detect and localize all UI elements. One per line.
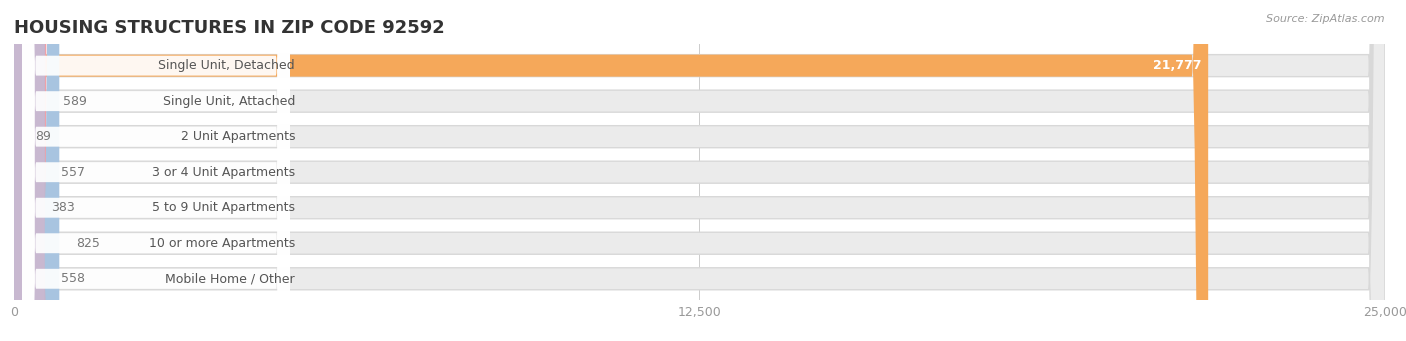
FancyBboxPatch shape <box>22 0 290 341</box>
Text: HOUSING STRUCTURES IN ZIP CODE 92592: HOUSING STRUCTURES IN ZIP CODE 92592 <box>14 19 444 37</box>
Text: 589: 589 <box>63 95 87 108</box>
Text: 5 to 9 Unit Apartments: 5 to 9 Unit Apartments <box>152 201 295 214</box>
Text: 89: 89 <box>35 130 51 143</box>
Text: 383: 383 <box>52 201 76 214</box>
Text: 558: 558 <box>60 272 86 285</box>
FancyBboxPatch shape <box>14 0 1385 341</box>
FancyBboxPatch shape <box>14 0 1385 341</box>
FancyBboxPatch shape <box>14 0 45 341</box>
Text: 3 or 4 Unit Apartments: 3 or 4 Unit Apartments <box>152 166 295 179</box>
FancyBboxPatch shape <box>22 0 290 341</box>
Text: Source: ZipAtlas.com: Source: ZipAtlas.com <box>1267 14 1385 24</box>
FancyBboxPatch shape <box>14 0 46 341</box>
FancyBboxPatch shape <box>22 0 290 341</box>
FancyBboxPatch shape <box>14 0 1208 341</box>
FancyBboxPatch shape <box>22 0 290 341</box>
Text: 825: 825 <box>76 237 100 250</box>
FancyBboxPatch shape <box>22 0 290 341</box>
FancyBboxPatch shape <box>14 0 1385 341</box>
Text: Single Unit, Detached: Single Unit, Detached <box>159 59 295 72</box>
FancyBboxPatch shape <box>14 0 1385 341</box>
FancyBboxPatch shape <box>14 0 1385 341</box>
Text: 21,777: 21,777 <box>1153 59 1201 72</box>
Text: 2 Unit Apartments: 2 Unit Apartments <box>180 130 295 143</box>
FancyBboxPatch shape <box>14 0 35 341</box>
FancyBboxPatch shape <box>14 0 45 341</box>
Text: 557: 557 <box>60 166 84 179</box>
FancyBboxPatch shape <box>14 0 1385 341</box>
FancyBboxPatch shape <box>8 0 31 341</box>
Text: Mobile Home / Other: Mobile Home / Other <box>166 272 295 285</box>
Text: Single Unit, Attached: Single Unit, Attached <box>163 95 295 108</box>
FancyBboxPatch shape <box>14 0 59 341</box>
FancyBboxPatch shape <box>22 0 290 341</box>
FancyBboxPatch shape <box>14 0 1385 341</box>
Text: 10 or more Apartments: 10 or more Apartments <box>149 237 295 250</box>
FancyBboxPatch shape <box>22 0 290 341</box>
